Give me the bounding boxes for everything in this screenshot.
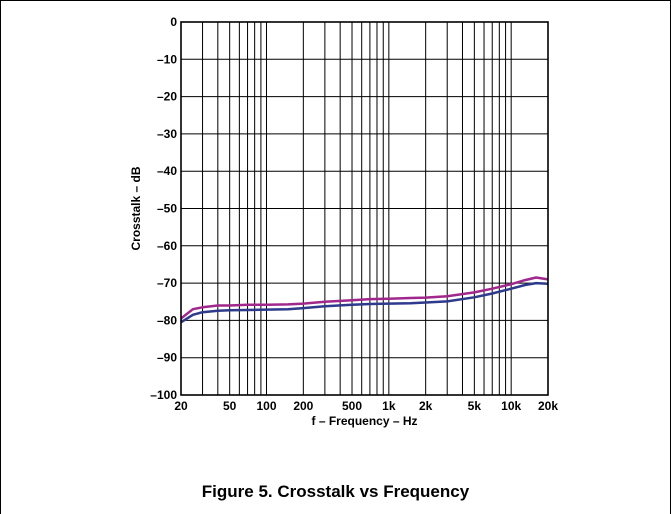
x-tick-label: 20 (174, 399, 188, 413)
y-tick-label: –10 (157, 52, 177, 66)
x-axis-label: f – Frequency – Hz (311, 414, 417, 428)
x-tick-label: 2k (419, 399, 433, 413)
y-tick-label: 0 (170, 15, 177, 29)
figure-caption: Figure 5. Crosstalk vs Frequency (201, 482, 470, 501)
frame-top-border (0, 0, 671, 11)
x-tick-label: 1k (382, 399, 396, 413)
y-tick-labels: 0 –10 –20 –30 –40 –50 –60 –70 –80 –90 –100 (150, 15, 177, 402)
x-tick-label: 500 (342, 399, 362, 413)
y-tick-label: –100 (150, 388, 177, 402)
y-axis-label: Crosstalk – dB (129, 166, 143, 250)
frame-left-border (0, 0, 1, 514)
y-tick-label: –90 (157, 351, 177, 365)
y-tick-label: –20 (157, 90, 177, 104)
plot-frame (180, 21, 549, 396)
x-tick-label: 5k (468, 399, 482, 413)
x-tick-label: 20k (538, 399, 558, 413)
series-line-2 (180, 281, 549, 324)
series-lines (180, 276, 549, 324)
x-tick-label: 10k (501, 399, 521, 413)
y-tick-label: –80 (157, 313, 177, 327)
y-tick-label: –30 (157, 127, 177, 141)
x-tick-label: 50 (223, 399, 237, 413)
y-tick-label: –70 (157, 276, 177, 290)
x-tick-label: 200 (293, 399, 313, 413)
grid (181, 22, 548, 395)
y-tick-label: –50 (157, 202, 177, 216)
y-tick-label: –60 (157, 239, 177, 253)
x-tick-label: 100 (256, 399, 276, 413)
x-tick-labels: 20 50 100 200 500 1k 2k 5k 10k 20k (174, 399, 558, 413)
y-tick-label: –40 (157, 164, 177, 178)
series-line-1 (180, 276, 549, 320)
